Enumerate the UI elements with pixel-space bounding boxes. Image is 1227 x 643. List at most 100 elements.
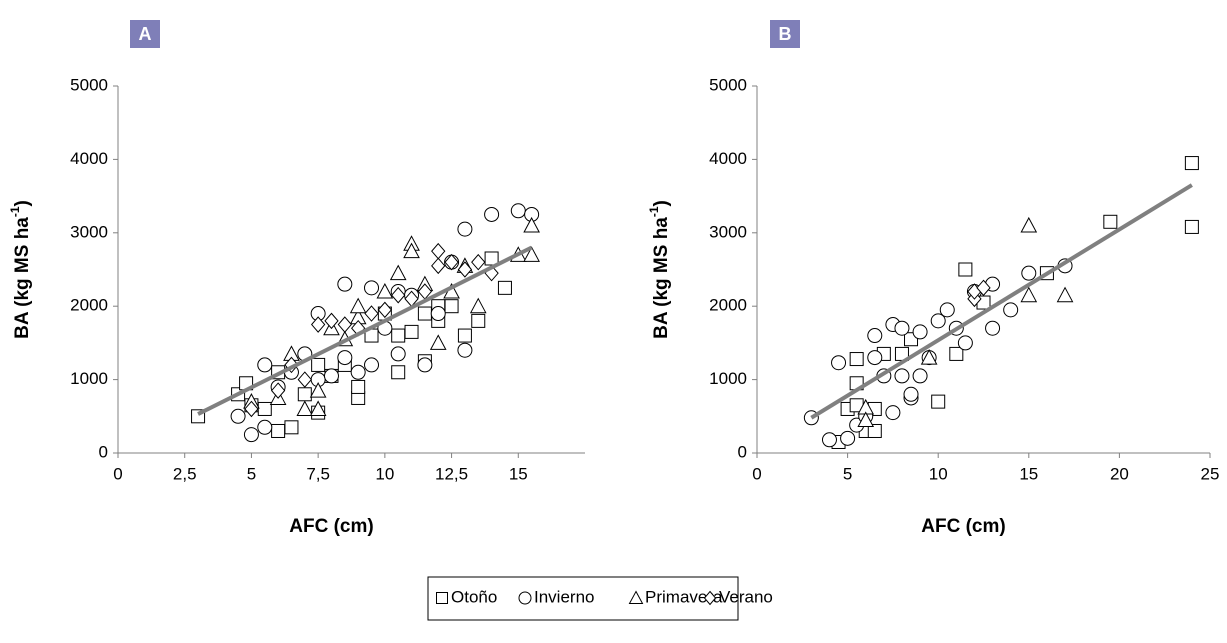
marker-circle: [243, 427, 259, 443]
y-axis-label-sup: -1: [8, 206, 22, 217]
marker-triangle: [920, 349, 938, 365]
marker-square: [284, 420, 299, 435]
trendline: [810, 183, 1193, 420]
marker-triangle: [296, 400, 314, 416]
marker-circle: [350, 364, 366, 380]
marker-circle: [337, 350, 353, 366]
x-tick-label: 10: [929, 464, 948, 483]
y-tick-label: 3000: [709, 222, 747, 241]
marker-circle: [390, 346, 406, 362]
y-tick-label: 2000: [709, 296, 747, 315]
marker-circle: [417, 357, 433, 373]
y-axis-label-end: ): [651, 200, 672, 206]
marker-circle: [257, 419, 273, 435]
marker-square: [391, 365, 406, 380]
marker-circle: [364, 280, 380, 296]
y-tick-label: 0: [738, 442, 747, 461]
marker-circle: [939, 302, 955, 318]
x-tick-label: 10: [375, 464, 394, 483]
y-tick-label: 5000: [709, 75, 747, 94]
panel-label: B: [779, 24, 792, 44]
panel-label: A: [139, 24, 152, 44]
x-tick-label: 15: [1019, 464, 1038, 483]
marker-square: [1184, 219, 1199, 234]
marker-circle: [867, 328, 883, 344]
y-axis-label-end: ): [12, 200, 33, 206]
marker-triangle: [349, 297, 367, 314]
marker-diamond: [364, 305, 379, 322]
marker-circle: [510, 203, 526, 219]
marker-circle: [903, 386, 919, 402]
marker-triangle: [523, 246, 540, 262]
marker-square: [436, 592, 448, 604]
x-tick-label: 0: [113, 464, 122, 483]
marker-triangle: [628, 590, 644, 604]
legend-box: [427, 576, 739, 621]
marker-circle: [912, 368, 928, 384]
y-tick-label: 1000: [709, 369, 747, 388]
marker-diamond: [244, 400, 259, 418]
marker-circle: [1021, 265, 1037, 281]
marker-square: [949, 346, 964, 361]
marker-diamond: [324, 312, 339, 330]
marker-circle: [337, 276, 353, 292]
marker-circle: [885, 405, 901, 421]
legend-label: Invierno: [534, 587, 594, 606]
y-tick-label: 4000: [709, 149, 747, 168]
marker-circle: [840, 430, 856, 446]
marker-circle: [831, 355, 847, 371]
marker-circle: [323, 368, 339, 384]
marker-square: [311, 357, 326, 372]
marker-diamond: [337, 316, 352, 333]
marker-square: [391, 328, 406, 343]
marker-diamond: [431, 257, 446, 275]
marker-circle: [821, 432, 837, 448]
trendline: [197, 245, 533, 416]
y-tick-label: 3000: [70, 222, 108, 241]
marker-circle: [957, 335, 973, 351]
marker-square: [417, 306, 432, 321]
marker-circle: [457, 342, 473, 358]
marker-circle: [484, 206, 500, 222]
x-tick-label: 5: [843, 464, 852, 483]
y-axis-label: BA (kg MS ha-1): [647, 200, 672, 339]
marker-circle: [518, 591, 532, 605]
marker-square: [404, 324, 419, 339]
marker-diamond: [270, 382, 286, 399]
marker-square: [931, 394, 946, 409]
marker-diamond: [377, 301, 393, 319]
x-tick-label: 20: [1110, 464, 1129, 483]
marker-triangle: [309, 400, 327, 416]
marker-circle: [257, 357, 273, 373]
marker-circle: [1003, 302, 1019, 318]
y-tick-label: 5000: [70, 75, 108, 94]
marker-diamond: [976, 279, 991, 297]
marker-triangle: [429, 334, 447, 350]
marker-square: [849, 352, 864, 367]
marker-triangle: [403, 242, 420, 259]
y-axis-label-text: BA (kg MS ha: [651, 217, 672, 339]
marker-circle: [430, 306, 446, 322]
y-axis-label-text: BA (kg MS ha: [12, 217, 33, 339]
x-tick-label: 15: [509, 464, 528, 483]
x-tick-label: 0: [752, 464, 761, 483]
x-axis-label: AFC (cm): [921, 516, 1005, 537]
x-tick-label: 2,5: [173, 464, 197, 483]
marker-square: [297, 387, 312, 402]
y-tick-label: 2000: [70, 296, 108, 315]
marker-circle: [230, 408, 246, 424]
marker-triangle: [376, 282, 394, 299]
marker-square: [457, 328, 472, 343]
marker-diamond: [457, 261, 473, 278]
x-tick-label: 12,5: [435, 464, 468, 483]
marker-square: [351, 379, 366, 394]
y-tick-label: 1000: [70, 369, 108, 388]
marker-diamond: [297, 371, 312, 388]
panel-label-box: [770, 20, 800, 48]
legend-label: Verano: [719, 587, 773, 606]
marker-triangle: [1056, 286, 1074, 303]
marker-triangle: [469, 297, 487, 314]
marker-diamond: [703, 590, 717, 606]
marker-square: [444, 299, 459, 314]
